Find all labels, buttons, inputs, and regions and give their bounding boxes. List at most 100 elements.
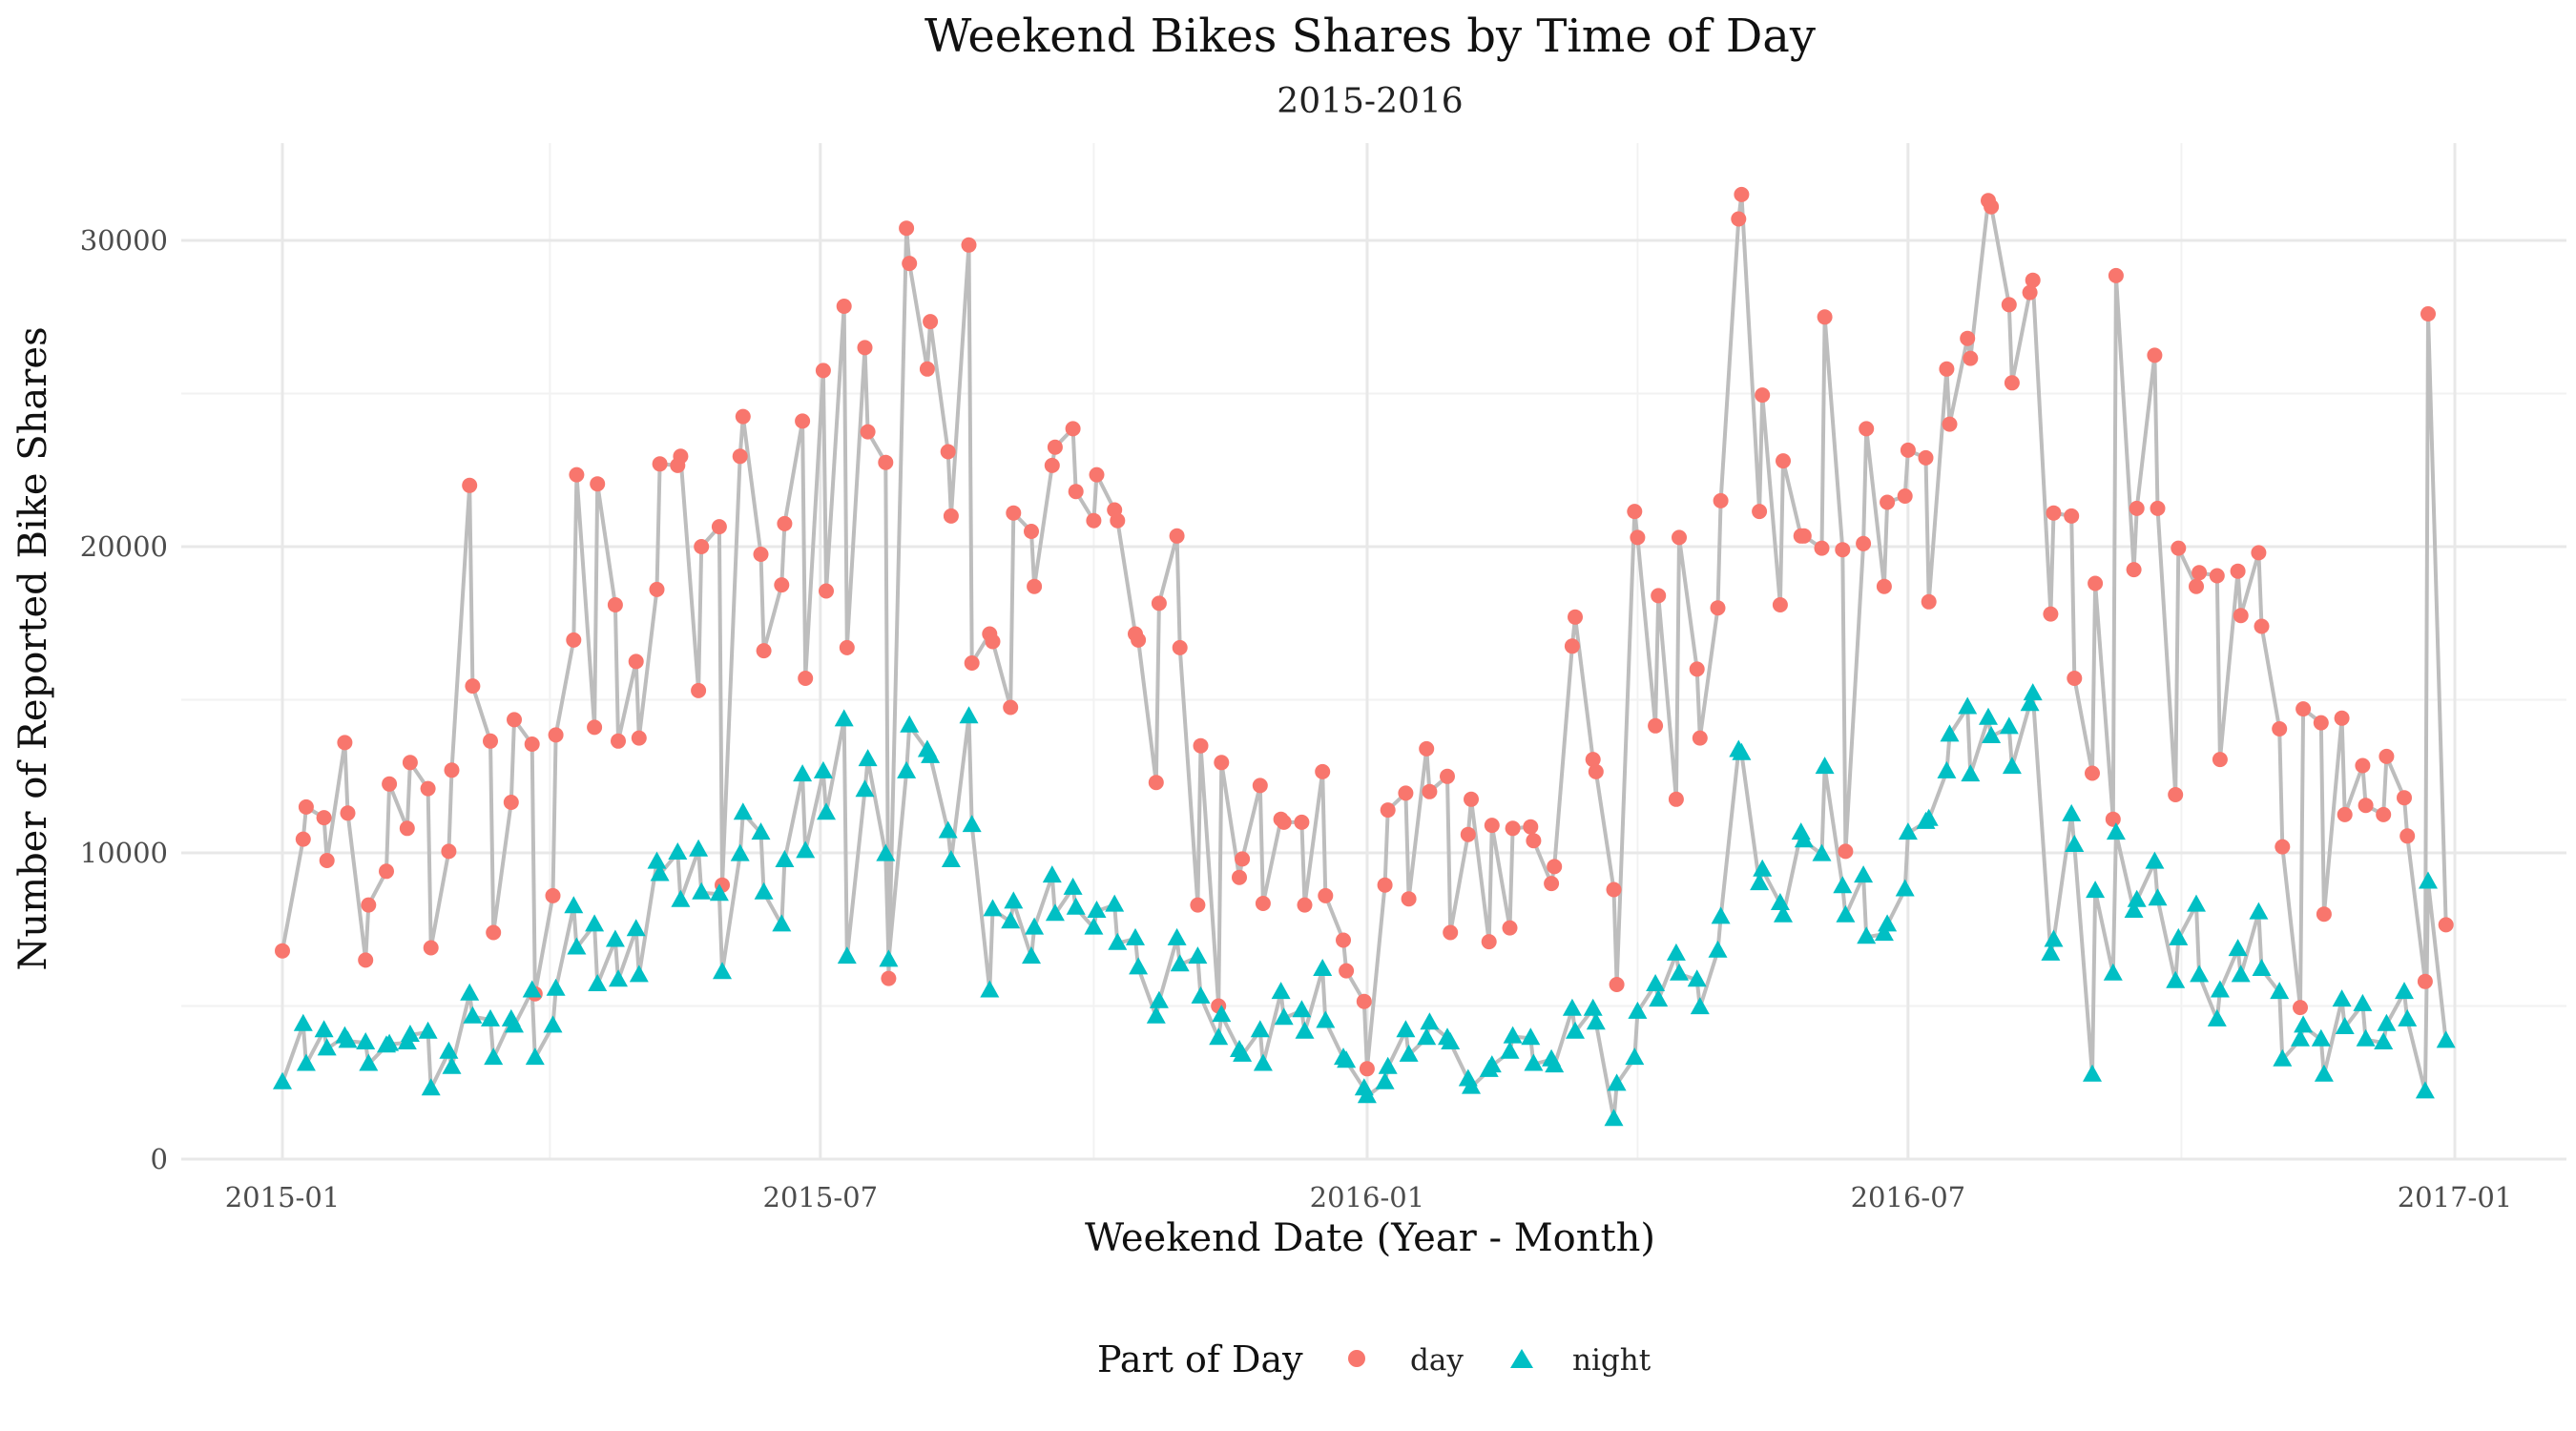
data-point-night <box>1209 1027 1229 1046</box>
data-point-night <box>626 919 646 937</box>
data-point-day <box>1984 198 2000 215</box>
data-point-night <box>418 1021 438 1039</box>
data-point-day <box>1440 768 1455 784</box>
data-point-day <box>2168 787 2184 802</box>
data-point-day <box>2417 973 2433 989</box>
data-point-day <box>2147 347 2163 363</box>
data-point-night <box>1063 877 1083 895</box>
data-point-night <box>730 843 750 861</box>
data-point-night <box>751 822 771 840</box>
data-point-night <box>1604 1109 1624 1127</box>
data-point-day <box>774 577 790 593</box>
data-point-day <box>1065 421 1081 437</box>
data-point-night <box>900 715 920 733</box>
data-point-day <box>1315 763 1331 779</box>
data-point-night <box>2207 1008 2227 1027</box>
data-point-night <box>2311 1028 2331 1047</box>
x-tick-label: 2015-07 <box>763 1181 879 1213</box>
data-point-night <box>1857 926 1877 944</box>
data-point-day <box>961 237 977 253</box>
data-point-night <box>585 914 605 932</box>
data-point-day <box>857 340 873 356</box>
data-point-night <box>1940 724 1960 742</box>
data-point-day <box>1585 752 1601 768</box>
data-point-night <box>837 946 857 964</box>
data-point-night <box>709 883 729 902</box>
data-point-day <box>2126 562 2142 578</box>
data-point-night <box>1878 914 1898 932</box>
data-point-night <box>2374 1032 2394 1049</box>
data-point-day <box>2230 563 2246 579</box>
data-point-day <box>402 755 418 771</box>
data-point-day <box>943 508 959 524</box>
data-point-night <box>1066 897 1086 915</box>
data-point-day <box>2233 608 2249 624</box>
data-point-night <box>2044 929 2064 947</box>
y-tick-label: 0 <box>151 1143 168 1175</box>
data-point-day <box>1318 887 1334 903</box>
data-point-night <box>1022 946 1041 964</box>
data-point-day <box>1377 877 1393 893</box>
data-point-day <box>462 477 478 493</box>
data-point-day <box>1960 330 1976 346</box>
data-point-day <box>1297 897 1313 913</box>
data-point-night <box>2166 970 2186 988</box>
data-point-day <box>2355 757 2371 774</box>
data-point-night <box>733 802 753 820</box>
data-point-day <box>590 476 606 492</box>
data-point-night <box>2273 1048 2293 1067</box>
data-point-night <box>1149 990 1169 1008</box>
data-point-day <box>507 712 522 728</box>
data-point-day <box>1148 775 1164 791</box>
data-point-day <box>815 363 831 379</box>
data-point-day <box>2025 272 2041 288</box>
data-point-day <box>1963 350 1979 366</box>
data-point-night <box>2252 959 2272 976</box>
data-point-day <box>1568 609 1583 625</box>
series-line-day <box>280 192 2448 1071</box>
data-point-day <box>628 653 644 670</box>
data-point-night <box>1087 901 1107 918</box>
data-point-day <box>1838 843 1854 860</box>
data-point-night <box>1833 876 1853 894</box>
data-point-day <box>1880 494 1896 510</box>
data-point-day <box>1796 528 1812 544</box>
data-point-day <box>1464 791 1479 807</box>
data-point-day <box>607 597 623 612</box>
data-point-day <box>2064 508 2080 524</box>
data-point-day <box>735 408 751 425</box>
data-point-night <box>2148 888 2168 906</box>
data-point-night <box>1628 1001 1648 1019</box>
data-point-day <box>1193 737 1209 754</box>
data-point-night <box>629 964 649 983</box>
data-point-day <box>860 424 876 440</box>
data-point-night <box>1503 1026 1523 1044</box>
data-point-night <box>858 749 878 767</box>
data-point-night <box>817 802 836 820</box>
data-point-night <box>1958 696 1978 715</box>
legend-night-marker <box>1510 1349 1533 1368</box>
data-point-day <box>2150 500 2166 516</box>
data-point-day <box>1772 597 1788 612</box>
data-point-night <box>2002 757 2022 775</box>
x-tick-label: 2017-01 <box>2398 1181 2513 1213</box>
data-point-day <box>1609 977 1625 992</box>
data-point-night <box>1607 1073 1627 1091</box>
data-point-night <box>1895 879 1915 897</box>
data-point-day <box>1443 924 1459 941</box>
data-point-night <box>564 896 584 914</box>
data-point-night <box>2190 964 2210 983</box>
data-point-night <box>1670 963 1689 981</box>
data-point-night <box>2124 901 2144 918</box>
data-point-night <box>1836 904 1856 923</box>
data-point-day <box>1294 814 1310 830</box>
data-point-night <box>605 929 625 947</box>
y-tick-label: 30000 <box>80 224 168 257</box>
legend: Part of Day day night <box>1097 1338 1652 1380</box>
data-point-night <box>293 1013 313 1031</box>
data-point-night <box>2169 927 2189 945</box>
data-point-night <box>2065 835 2085 852</box>
data-point-day <box>798 671 814 686</box>
data-point-day <box>711 519 727 535</box>
chart-title: Weekend Bikes Shares by Time of Day <box>924 10 1816 63</box>
